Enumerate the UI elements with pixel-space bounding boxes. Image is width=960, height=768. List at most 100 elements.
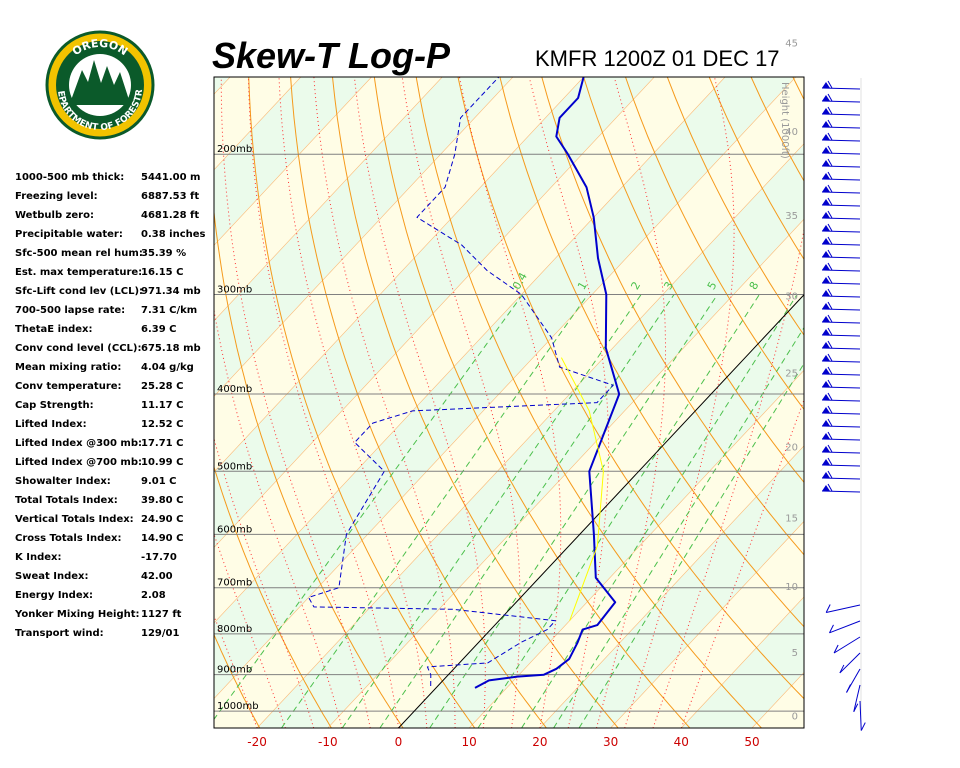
logo-top-text: OREGON	[70, 37, 130, 58]
height-tick: 45	[785, 38, 798, 49]
tree-icon	[70, 60, 130, 103]
wind-barb	[821, 405, 861, 415]
wind-barb	[853, 684, 861, 712]
mixing-ratio-line	[379, 294, 675, 728]
mixing-ratio-line	[429, 294, 718, 728]
temperature-tick: 10	[462, 735, 477, 749]
temperature-tick: 0	[395, 735, 403, 749]
pressure-label: 800mb	[217, 624, 252, 635]
mixing-ratio-line	[553, 326, 804, 728]
height-tick: 40	[785, 127, 798, 138]
wind-barb	[859, 700, 866, 731]
plot-area: 200mb 300mb 400mb 500mb 600mb 700mb 800mb 900mb…	[213, 31, 960, 729]
moist-adiabats	[214, 77, 804, 728]
stat-value: 14.90 C	[141, 533, 183, 544]
stat-value: 7.31 C/km	[141, 305, 197, 316]
wind-barb	[821, 80, 861, 90]
dry-adiabat	[666, 77, 804, 336]
stat-label: Lifted Index:	[15, 419, 87, 430]
zero-isotherm-line	[398, 294, 804, 728]
height-axis: Height (1000ft)05101520253035404550	[779, 38, 798, 723]
stat-value: 24.90 C	[141, 514, 183, 525]
mixing-ratio-line	[281, 294, 589, 728]
mixing-ratio-line	[578, 362, 804, 728]
stat-value: 4.04 g/kg	[141, 362, 194, 373]
dry-adiabat	[624, 77, 804, 411]
height-tick: 20	[785, 443, 798, 454]
wind-barb	[821, 236, 861, 246]
isotherm-line	[214, 77, 372, 246]
moist-adiabat	[596, 77, 666, 728]
pressure-label: 600mb	[217, 524, 252, 535]
stat-value: 6.39 C	[141, 324, 177, 335]
wind-barb	[821, 444, 861, 454]
dry-adiabat	[415, 77, 762, 728]
temperature-tick: 40	[674, 735, 689, 749]
temperature-trace	[474, 77, 621, 689]
wind-barb	[821, 210, 861, 220]
stat-value: 11.17 C	[141, 400, 183, 411]
dry-adiabat	[499, 77, 804, 628]
isobars	[214, 153, 804, 712]
stat-value: 25.28 C	[141, 381, 183, 392]
wind-barb	[839, 652, 861, 674]
wind-barb	[821, 93, 861, 103]
isotherm-line	[610, 520, 804, 728]
stat-value: 6887.53 ft	[141, 191, 199, 202]
wind-barb	[821, 327, 861, 337]
stat-label: Energy Index:	[15, 590, 93, 601]
wind-barb	[821, 145, 861, 155]
stat-label: 1000-500 mb thick:	[15, 172, 124, 183]
stat-label: Sfc-Lift cond lev (LCL):	[15, 286, 143, 297]
stat-label: Transport wind:	[15, 628, 104, 639]
pressure-label: 400mb	[217, 384, 252, 395]
stat-label: Conv temperature:	[15, 381, 122, 392]
wind-barb	[821, 119, 861, 129]
stat-value: 129/01	[141, 628, 179, 639]
moist-adiabat	[459, 77, 562, 728]
stat-label: K Index:	[15, 552, 61, 563]
wind-barb	[821, 275, 861, 285]
oregon-forestry-logo: OREGON DEPARTMENT OF FORESTRY	[0, 0, 155, 140]
stat-value: -17.70	[141, 552, 177, 563]
wind-barb	[821, 223, 861, 233]
stat-value: 39.80 C	[141, 495, 183, 506]
stat-label: Total Totals Index:	[15, 495, 118, 506]
moist-adiabat	[313, 77, 456, 728]
moist-adiabat	[680, 398, 804, 728]
wind-barb	[821, 106, 861, 116]
mixing-ratio-line	[477, 294, 760, 728]
pressure-label: 500mb	[217, 461, 252, 472]
stat-label: Conv cond level (CCL):	[15, 343, 142, 354]
isotherm-line	[823, 77, 960, 728]
temperature-tick: -20	[247, 735, 267, 749]
height-tick: 25	[785, 369, 798, 380]
stat-value: 16.15 C	[141, 267, 183, 278]
dry-adiabat	[457, 77, 804, 700]
moist-adiabat	[401, 77, 521, 728]
moist-adiabat	[278, 77, 428, 728]
height-tick: 5	[792, 648, 798, 659]
sounding-stats-panel: 1000-500 mb thick: 5441.00 m Freezing leve…	[14, 172, 206, 639]
wind-barb	[821, 158, 861, 168]
dry-adiabat	[933, 31, 960, 728]
stat-value: 10.99 C	[141, 457, 183, 468]
mixing-ratio-line	[341, 294, 642, 728]
chart-title: Skew-T Log-P	[212, 35, 451, 76]
stat-label: Wetbulb zero:	[15, 210, 94, 221]
dry-adiabat	[583, 77, 804, 484]
moist-adiabat	[528, 77, 610, 728]
pressure-labels: 200mb 300mb 400mb 500mb 600mb 700mb 800mb 900mb…	[217, 144, 259, 712]
dry-adiabat	[331, 77, 619, 728]
stat-value: 12.52 C	[141, 419, 183, 430]
stat-label: Vertical Totals Index:	[15, 514, 134, 525]
dry-adiabat	[214, 465, 332, 728]
reference-isotherm	[398, 294, 804, 728]
wind-barb	[821, 366, 861, 376]
wind-barbs	[821, 78, 866, 731]
pressure-label: 1000mb	[217, 701, 259, 712]
mixing-ratio-lines	[214, 294, 804, 728]
height-tick: 0	[792, 712, 798, 723]
moist-adiabat	[214, 532, 286, 728]
stat-label: Sfc-500 mean rel hum:	[15, 248, 143, 259]
